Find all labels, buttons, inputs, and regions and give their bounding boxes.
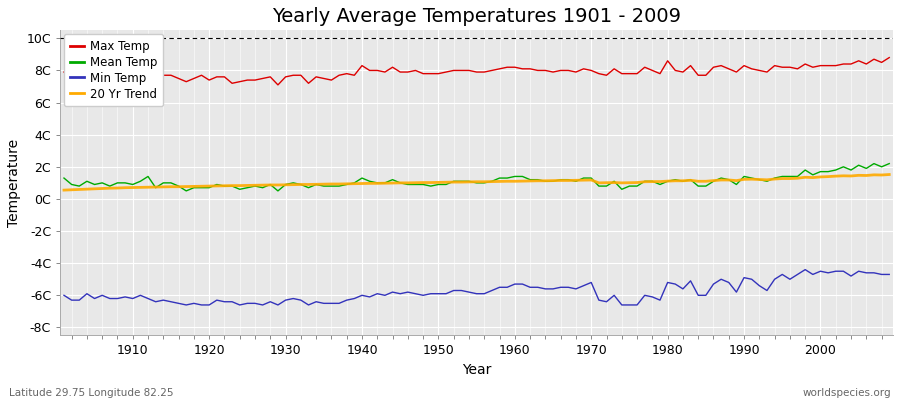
Title: Yearly Average Temperatures 1901 - 2009: Yearly Average Temperatures 1901 - 2009 — [272, 7, 681, 26]
Text: worldspecies.org: worldspecies.org — [803, 388, 891, 398]
Y-axis label: Temperature: Temperature — [7, 139, 21, 227]
Text: Latitude 29.75 Longitude 82.25: Latitude 29.75 Longitude 82.25 — [9, 388, 174, 398]
X-axis label: Year: Year — [462, 363, 491, 377]
Legend: Max Temp, Mean Temp, Min Temp, 20 Yr Trend: Max Temp, Mean Temp, Min Temp, 20 Yr Tre… — [64, 34, 163, 106]
